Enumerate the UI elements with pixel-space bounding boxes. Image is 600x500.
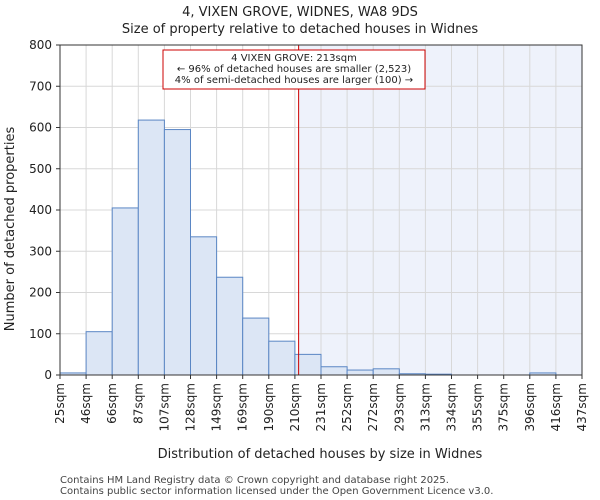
x-tick-label: 25sqm	[53, 383, 67, 424]
bar-272sqm	[372, 368, 400, 376]
y-tick-label: 800	[29, 38, 52, 52]
x-tick-label: 272sqm	[366, 383, 380, 431]
bar-169sqm	[242, 317, 270, 376]
x-tick-label: 293sqm	[392, 383, 406, 431]
bar-46sqm	[85, 331, 113, 376]
annotation-line-3: 4% of semi-detached houses are larger (1…	[175, 75, 413, 86]
x-tick-label: 416sqm	[549, 383, 563, 431]
x-tick-label: 396sqm	[523, 383, 537, 431]
bar-252sqm	[346, 369, 374, 376]
y-tick-label: 300	[29, 244, 52, 258]
y-tick-label: 700	[29, 79, 52, 93]
annotation-line-1: 4 VIXEN GROVE: 213sqm	[231, 53, 357, 64]
x-axis-label: Distribution of detached houses by size …	[158, 447, 483, 462]
y-tick-label: 0	[44, 368, 52, 382]
bar-231sqm	[320, 366, 348, 376]
x-tick-label: 231sqm	[314, 383, 328, 431]
x-tick-label: 252sqm	[340, 383, 354, 431]
bar-107sqm	[163, 129, 191, 376]
y-tick-label: 500	[29, 162, 52, 176]
x-tick-label: 190sqm	[262, 383, 276, 431]
x-tick-label: 437sqm	[575, 383, 589, 431]
x-tick-label: 149sqm	[210, 383, 224, 431]
x-tick-label: 313sqm	[418, 383, 432, 431]
annotation-line-2: ← 96% of detached houses are smaller (2,…	[177, 64, 411, 75]
footer-line-1: Contains HM Land Registry data © Crown c…	[60, 475, 449, 486]
x-tick-label: 66sqm	[105, 383, 119, 424]
annotation-box	[162, 49, 426, 90]
y-tick-label: 400	[29, 203, 52, 217]
chart-title: 4, VIXEN GROVE, WIDNES, WA8 9DS	[182, 5, 418, 20]
y-tick-label: 100	[29, 327, 52, 341]
x-tick-label: 375sqm	[497, 383, 511, 431]
footer-line-2: Contains public sector information licen…	[60, 486, 493, 497]
x-tick-label: 107sqm	[157, 383, 171, 431]
bars	[59, 119, 557, 376]
chart-subtitle: Size of property relative to detached ho…	[122, 22, 478, 37]
x-tick-labels: 25sqm 46sqm 66sqm 87sqm 107sqm 128sqm 149sqm 16…	[53, 375, 589, 431]
y-tick-label: 600	[29, 121, 52, 135]
x-tick-label: 334sqm	[445, 383, 459, 431]
bar-87sqm	[137, 119, 165, 376]
bar-149sqm	[216, 276, 244, 376]
y-axis-label: Number of detached properties	[3, 127, 18, 332]
x-tick-label: 87sqm	[131, 383, 145, 424]
x-tick-label: 46sqm	[79, 383, 93, 424]
bar-66sqm	[111, 207, 139, 376]
y-tick-label: 200	[29, 286, 52, 300]
x-tick-label: 210sqm	[288, 383, 302, 431]
x-tick-label: 128sqm	[184, 383, 198, 431]
x-tick-label: 169sqm	[236, 383, 250, 431]
bar-190sqm	[268, 340, 296, 376]
bar-128sqm	[190, 236, 218, 376]
y-tick-labels: 0 100 200 300 400 500 600 700 800	[29, 38, 60, 382]
x-tick-label: 355sqm	[471, 383, 485, 431]
